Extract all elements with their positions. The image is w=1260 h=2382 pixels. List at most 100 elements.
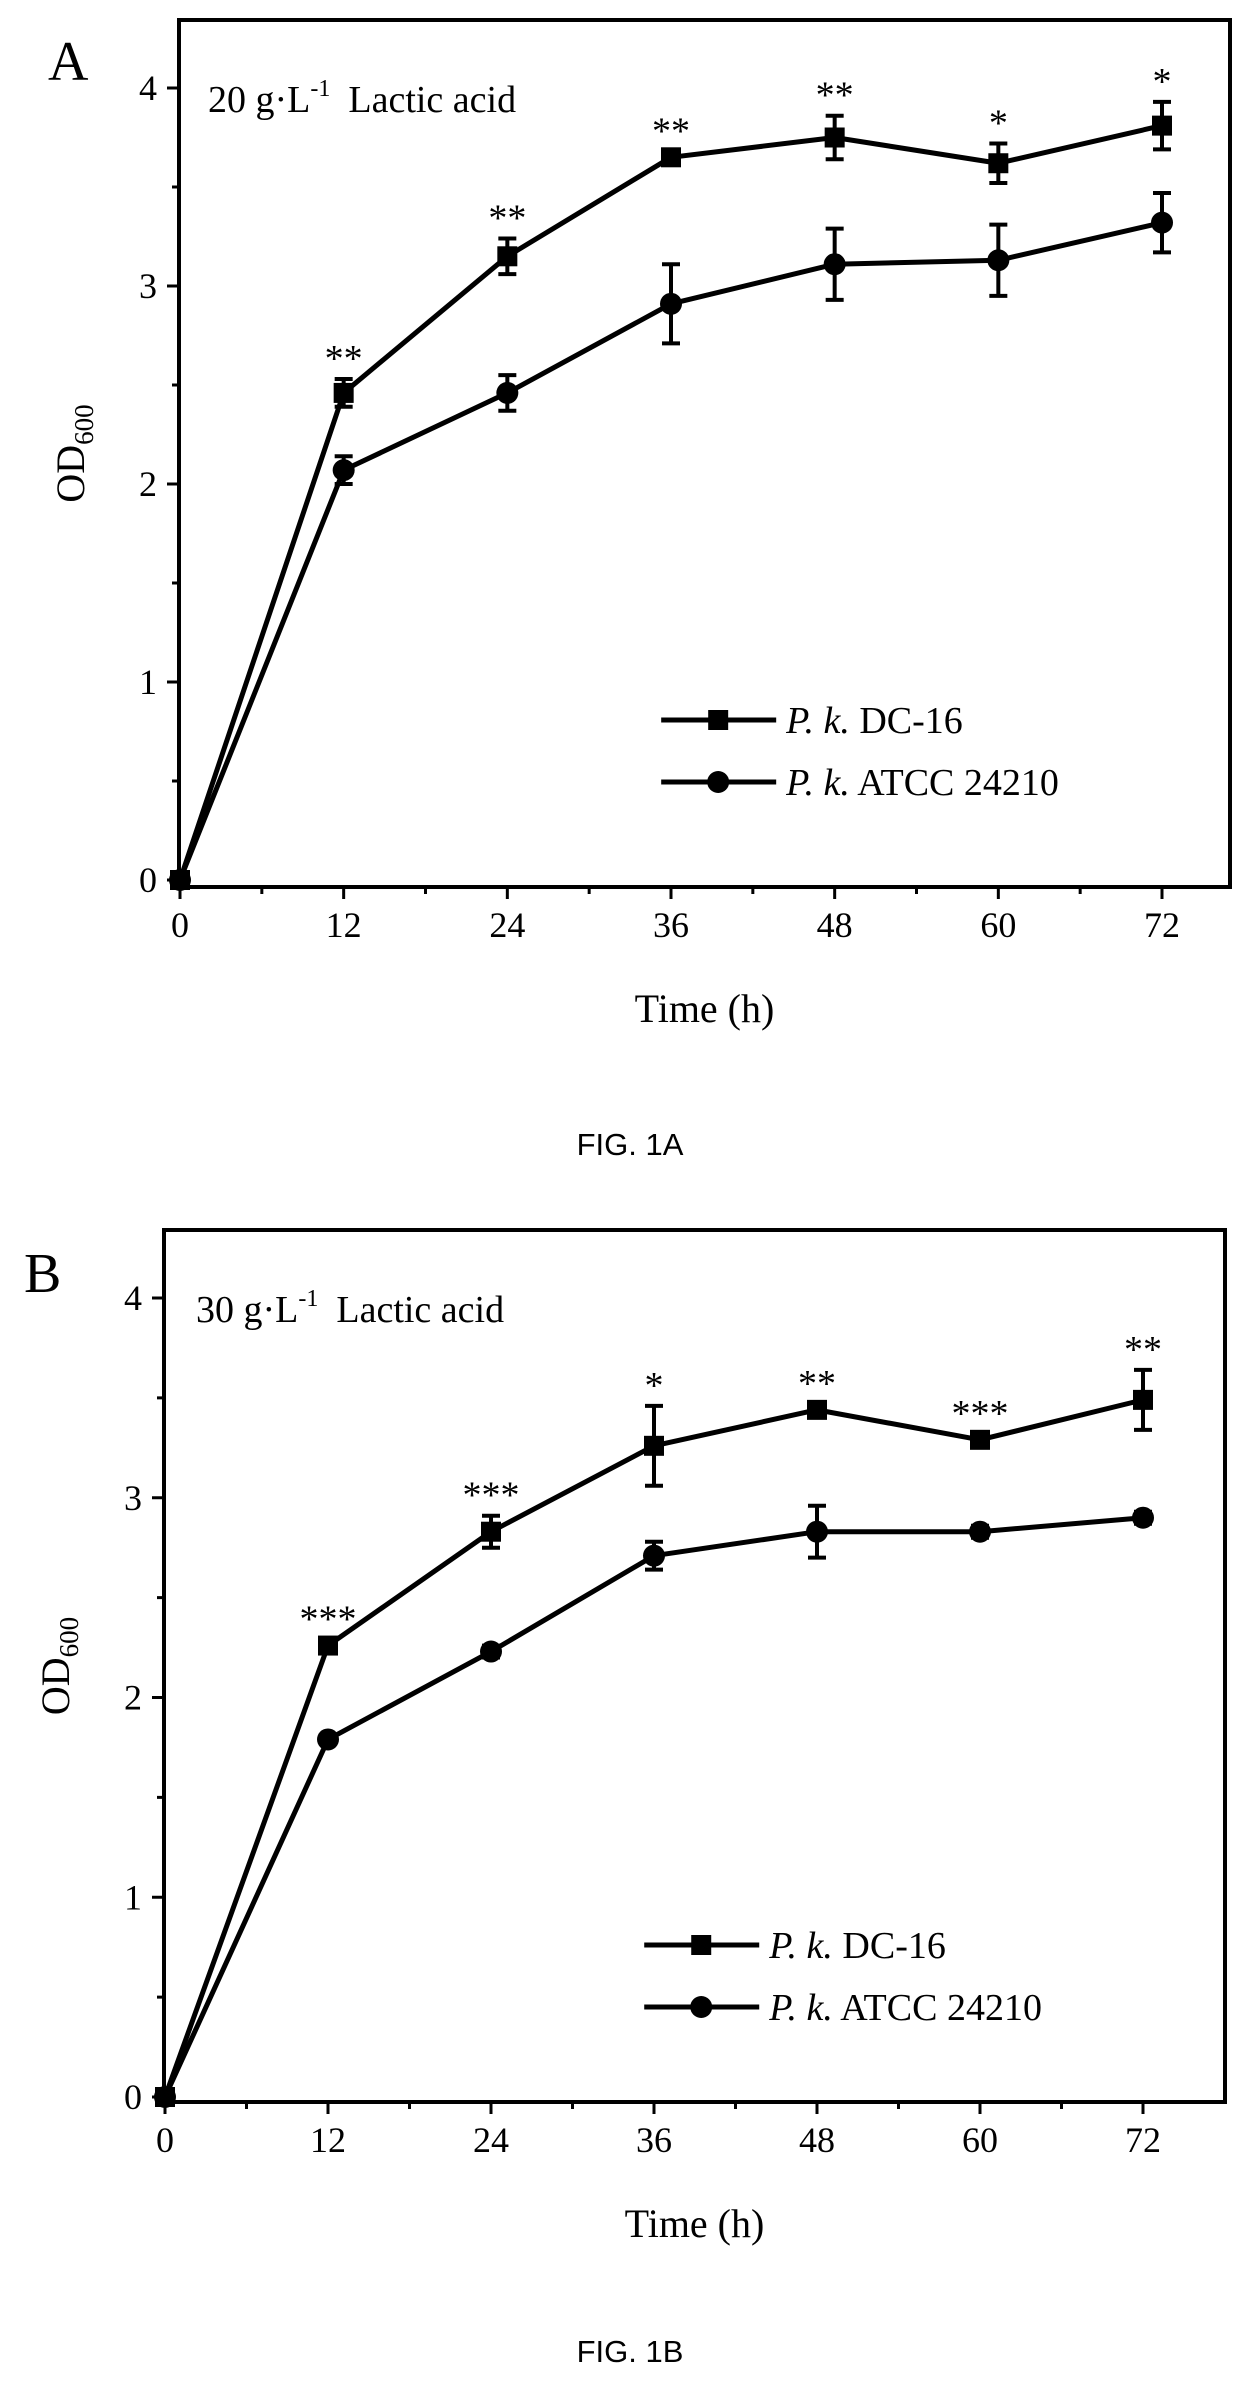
y-axis-title-subscript: 600	[69, 404, 99, 445]
x-axis-title: Time (h)	[625, 2201, 765, 2246]
y-axis-title-main: OD	[33, 1657, 78, 1715]
legend: P. k. DC-16P. k. ATCC 24210	[661, 700, 1059, 804]
x-tick-label: 12	[310, 2120, 346, 2160]
data-point-circle	[1151, 211, 1173, 234]
legend-marker-circle	[690, 1996, 713, 2018]
legend-label-species: P. k.	[785, 762, 850, 804]
data-point-square	[481, 1521, 501, 1542]
x-tick-label: 36	[653, 905, 689, 945]
annotation-suffix: Lactic acid	[336, 1289, 504, 1331]
legend-label: P. k. DC-16	[785, 700, 963, 742]
data-point-square	[1133, 1389, 1153, 1410]
y-tick-label: 4	[139, 68, 157, 108]
y-axis-title: OD600	[48, 404, 99, 502]
x-tick-label: 72	[1125, 2120, 1161, 2160]
significance-marker: ***	[952, 1393, 1009, 1435]
y-tick-label: 1	[124, 1877, 142, 1917]
annotation-prefix: 20 g·L	[208, 79, 310, 121]
data-point-circle	[823, 253, 846, 276]
data-point-circle	[332, 459, 355, 482]
legend-entry: P. k. ATCC 24210	[644, 1987, 1042, 2029]
data-point-square	[318, 1635, 338, 1656]
data-point-square	[988, 153, 1009, 174]
data-point-square	[333, 382, 354, 403]
panel-letter: B	[24, 1243, 61, 1305]
x-tick-label: 60	[980, 905, 1016, 945]
legend-marker-square	[691, 1935, 712, 1955]
series-atcc-24210	[169, 190, 1173, 891]
data-point-circle	[496, 381, 519, 404]
y-tick-label: 2	[139, 464, 157, 504]
legend-label-strain: ATCC 24210	[833, 1987, 1042, 2029]
x-tick-label: 60	[962, 2120, 998, 2160]
y-axis-title-subscript: 600	[54, 1617, 84, 1658]
series-atcc-24210	[154, 1503, 1154, 2108]
y-tick-label: 3	[124, 1478, 142, 1518]
data-point-square	[644, 1435, 664, 1456]
legend-entry: P. k. DC-16	[661, 700, 963, 742]
significance-marker: *	[989, 102, 1008, 144]
data-point-square	[824, 127, 845, 148]
legend-label-strain: DC-16	[850, 700, 963, 742]
significance-marker: **	[488, 197, 526, 239]
data-point-circle	[317, 1728, 339, 1751]
x-tick-label: 0	[156, 2120, 174, 2160]
legend-entry: P. k. DC-16	[644, 1925, 946, 1967]
y-tick-label: 3	[139, 266, 157, 306]
legend-label-strain: DC-16	[833, 1925, 946, 1967]
data-point-circle	[660, 292, 682, 315]
data-point-circle	[154, 2086, 176, 2108]
condition-annotation: 20 g·L-1 Lactic acid	[208, 76, 516, 121]
data-point-square	[807, 1399, 827, 1420]
legend-label-species: P. k.	[785, 700, 850, 742]
data-point-circle	[169, 869, 191, 891]
y-tick-label: 1	[139, 662, 157, 702]
data-point-circle	[969, 1520, 991, 1543]
plot-frame	[162, 1228, 1227, 2104]
legend: P. k. DC-16P. k. ATCC 24210	[644, 1925, 1042, 2029]
panel-letter: A	[48, 31, 89, 93]
data-point-circle	[1132, 1506, 1154, 1529]
significance-marker: ***	[300, 1599, 357, 1641]
annotation-prefix: 30 g·L	[196, 1289, 298, 1331]
figure-caption: FIG. 1B	[577, 2334, 684, 2369]
significance-marker: *	[645, 1365, 664, 1407]
x-tick-label: 48	[799, 2120, 835, 2160]
data-point-circle	[987, 249, 1010, 272]
data-point-circle	[480, 1640, 502, 1663]
x-tick-label: 0	[171, 905, 189, 945]
legend-label: P. k. ATCC 24210	[785, 762, 1059, 804]
annotation-exponent: -1	[310, 76, 330, 102]
series-dc-16	[155, 1367, 1153, 2107]
x-tick-label: 72	[1144, 905, 1180, 945]
legend-label: P. k. DC-16	[768, 1925, 946, 1967]
x-tick-label: 36	[636, 2120, 672, 2160]
condition-annotation: 30 g·L-1 Lactic acid	[196, 1286, 504, 1331]
legend-label-species: P. k.	[768, 1925, 833, 1967]
data-point-square	[970, 1429, 990, 1450]
significance-marker: **	[325, 338, 363, 380]
plot-frame	[177, 18, 1232, 889]
y-tick-label: 0	[139, 860, 157, 900]
x-tick-label: 24	[489, 905, 525, 945]
significance-marker: **	[798, 1363, 836, 1405]
x-axis-title: Time (h)	[635, 986, 775, 1031]
significance-marker: *	[1153, 61, 1172, 103]
significance-marker: ***	[463, 1475, 520, 1517]
significance-marker: **	[1124, 1329, 1162, 1371]
data-point-circle	[806, 1520, 828, 1543]
significance-marker: **	[652, 110, 690, 152]
data-point-square	[497, 246, 518, 267]
legend-entry: P. k. ATCC 24210	[661, 762, 1059, 804]
annotation-suffix: Lactic acid	[348, 79, 516, 121]
data-point-square	[661, 147, 681, 168]
legend-marker-circle	[707, 771, 730, 793]
legend-label-strain: ATCC 24210	[850, 762, 1059, 804]
y-axis-title: OD600	[33, 1617, 84, 1715]
data-point-square	[1152, 115, 1172, 136]
legend-label-species: P. k.	[768, 1987, 833, 2029]
x-tick-label: 12	[326, 905, 362, 945]
y-tick-label: 2	[124, 1678, 142, 1718]
